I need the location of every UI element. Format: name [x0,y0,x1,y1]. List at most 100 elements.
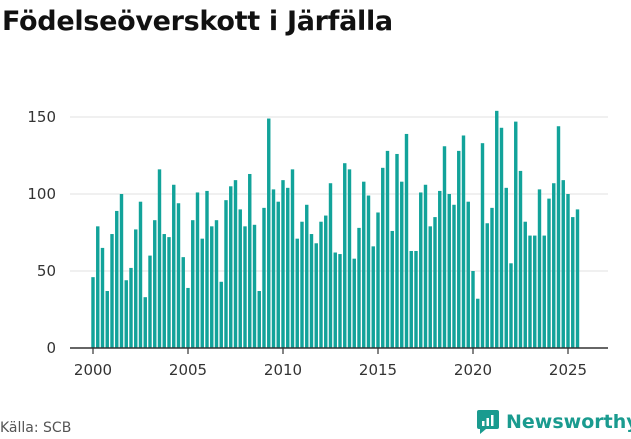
bar [438,190,442,348]
bar [167,237,171,348]
bar [466,201,470,348]
y-axis-ticks: 0 50 100 150 [27,108,56,357]
source-note: Källa: SCB [0,420,72,436]
bar-chart: 2000 2005 2010 2015 2020 2025 0 50 100 150 [27,108,608,379]
bar [295,238,299,348]
bar [518,170,523,348]
bar [404,133,409,348]
bar [243,226,247,348]
bar [119,194,124,348]
bar [390,230,394,348]
bar [338,254,342,348]
bar [423,184,428,348]
bar [347,169,352,348]
bar [376,212,380,348]
bar [105,291,109,348]
bar [233,180,238,348]
bar [210,226,214,348]
bar [129,267,133,348]
x-tick-label: 2010 [264,361,302,379]
bar [471,271,475,348]
bar [153,220,157,348]
bar [110,234,114,348]
bar [96,226,100,348]
bar [148,255,152,348]
bar [495,110,499,348]
x-tick-label: 2005 [169,361,207,379]
bar [252,224,257,348]
bar [528,235,532,348]
bar [442,146,447,348]
bar [281,180,285,348]
y-tick-label: 0 [46,339,56,357]
bar [300,221,304,348]
bar [309,234,314,348]
bar-series [91,110,580,349]
bar [157,169,162,348]
bar [480,143,485,348]
bar [571,217,575,348]
x-tick-label: 2000 [74,361,112,379]
bar [433,217,437,348]
bar [381,167,385,348]
bar [238,209,242,348]
bar [362,181,366,348]
gridlines [70,116,608,272]
bar [547,198,551,348]
bar [400,181,404,348]
bar [267,118,271,348]
y-tick-label: 150 [27,108,56,126]
bar [219,281,223,348]
bar [195,192,200,348]
bar [371,246,375,348]
x-axis-ticks: 2000 2005 2010 2015 2020 2025 [74,348,587,379]
newsworthy-logo[interactable]: Newsworthy [476,408,631,436]
bar [91,277,95,348]
bar [248,173,252,348]
bar [314,243,318,348]
bar [552,183,556,348]
bar [561,180,565,348]
bar [514,121,518,349]
newsworthy-icon [477,410,499,434]
bar [523,221,527,348]
bar [224,200,228,348]
bar [276,201,280,348]
bar [485,223,489,348]
bar [191,220,195,348]
bar [499,127,504,348]
bar [352,258,356,348]
bar [176,203,181,348]
bar [305,204,309,348]
bar [457,150,461,348]
bar [575,209,580,348]
bar [419,192,423,348]
x-tick-label: 2020 [454,361,492,379]
bar [409,250,413,348]
bar [143,297,147,348]
bar [357,227,361,348]
bar [452,204,456,348]
bar [537,189,542,348]
bar [319,221,323,348]
bar [328,183,333,348]
bar [124,280,128,348]
x-tick-label: 2015 [359,361,397,379]
bar [542,235,546,348]
bar [134,229,138,348]
bar [385,150,390,348]
bar [343,163,347,348]
bar [395,153,399,348]
bar [205,190,209,348]
bar [447,194,451,348]
bar [566,194,570,348]
bar [214,220,219,348]
bar [115,210,119,348]
bar [428,226,432,348]
bar [476,298,480,348]
brand-name: Newsworthy [506,411,631,433]
bar [138,201,143,348]
bar [257,291,261,348]
bar [366,195,371,348]
bar [490,207,494,348]
